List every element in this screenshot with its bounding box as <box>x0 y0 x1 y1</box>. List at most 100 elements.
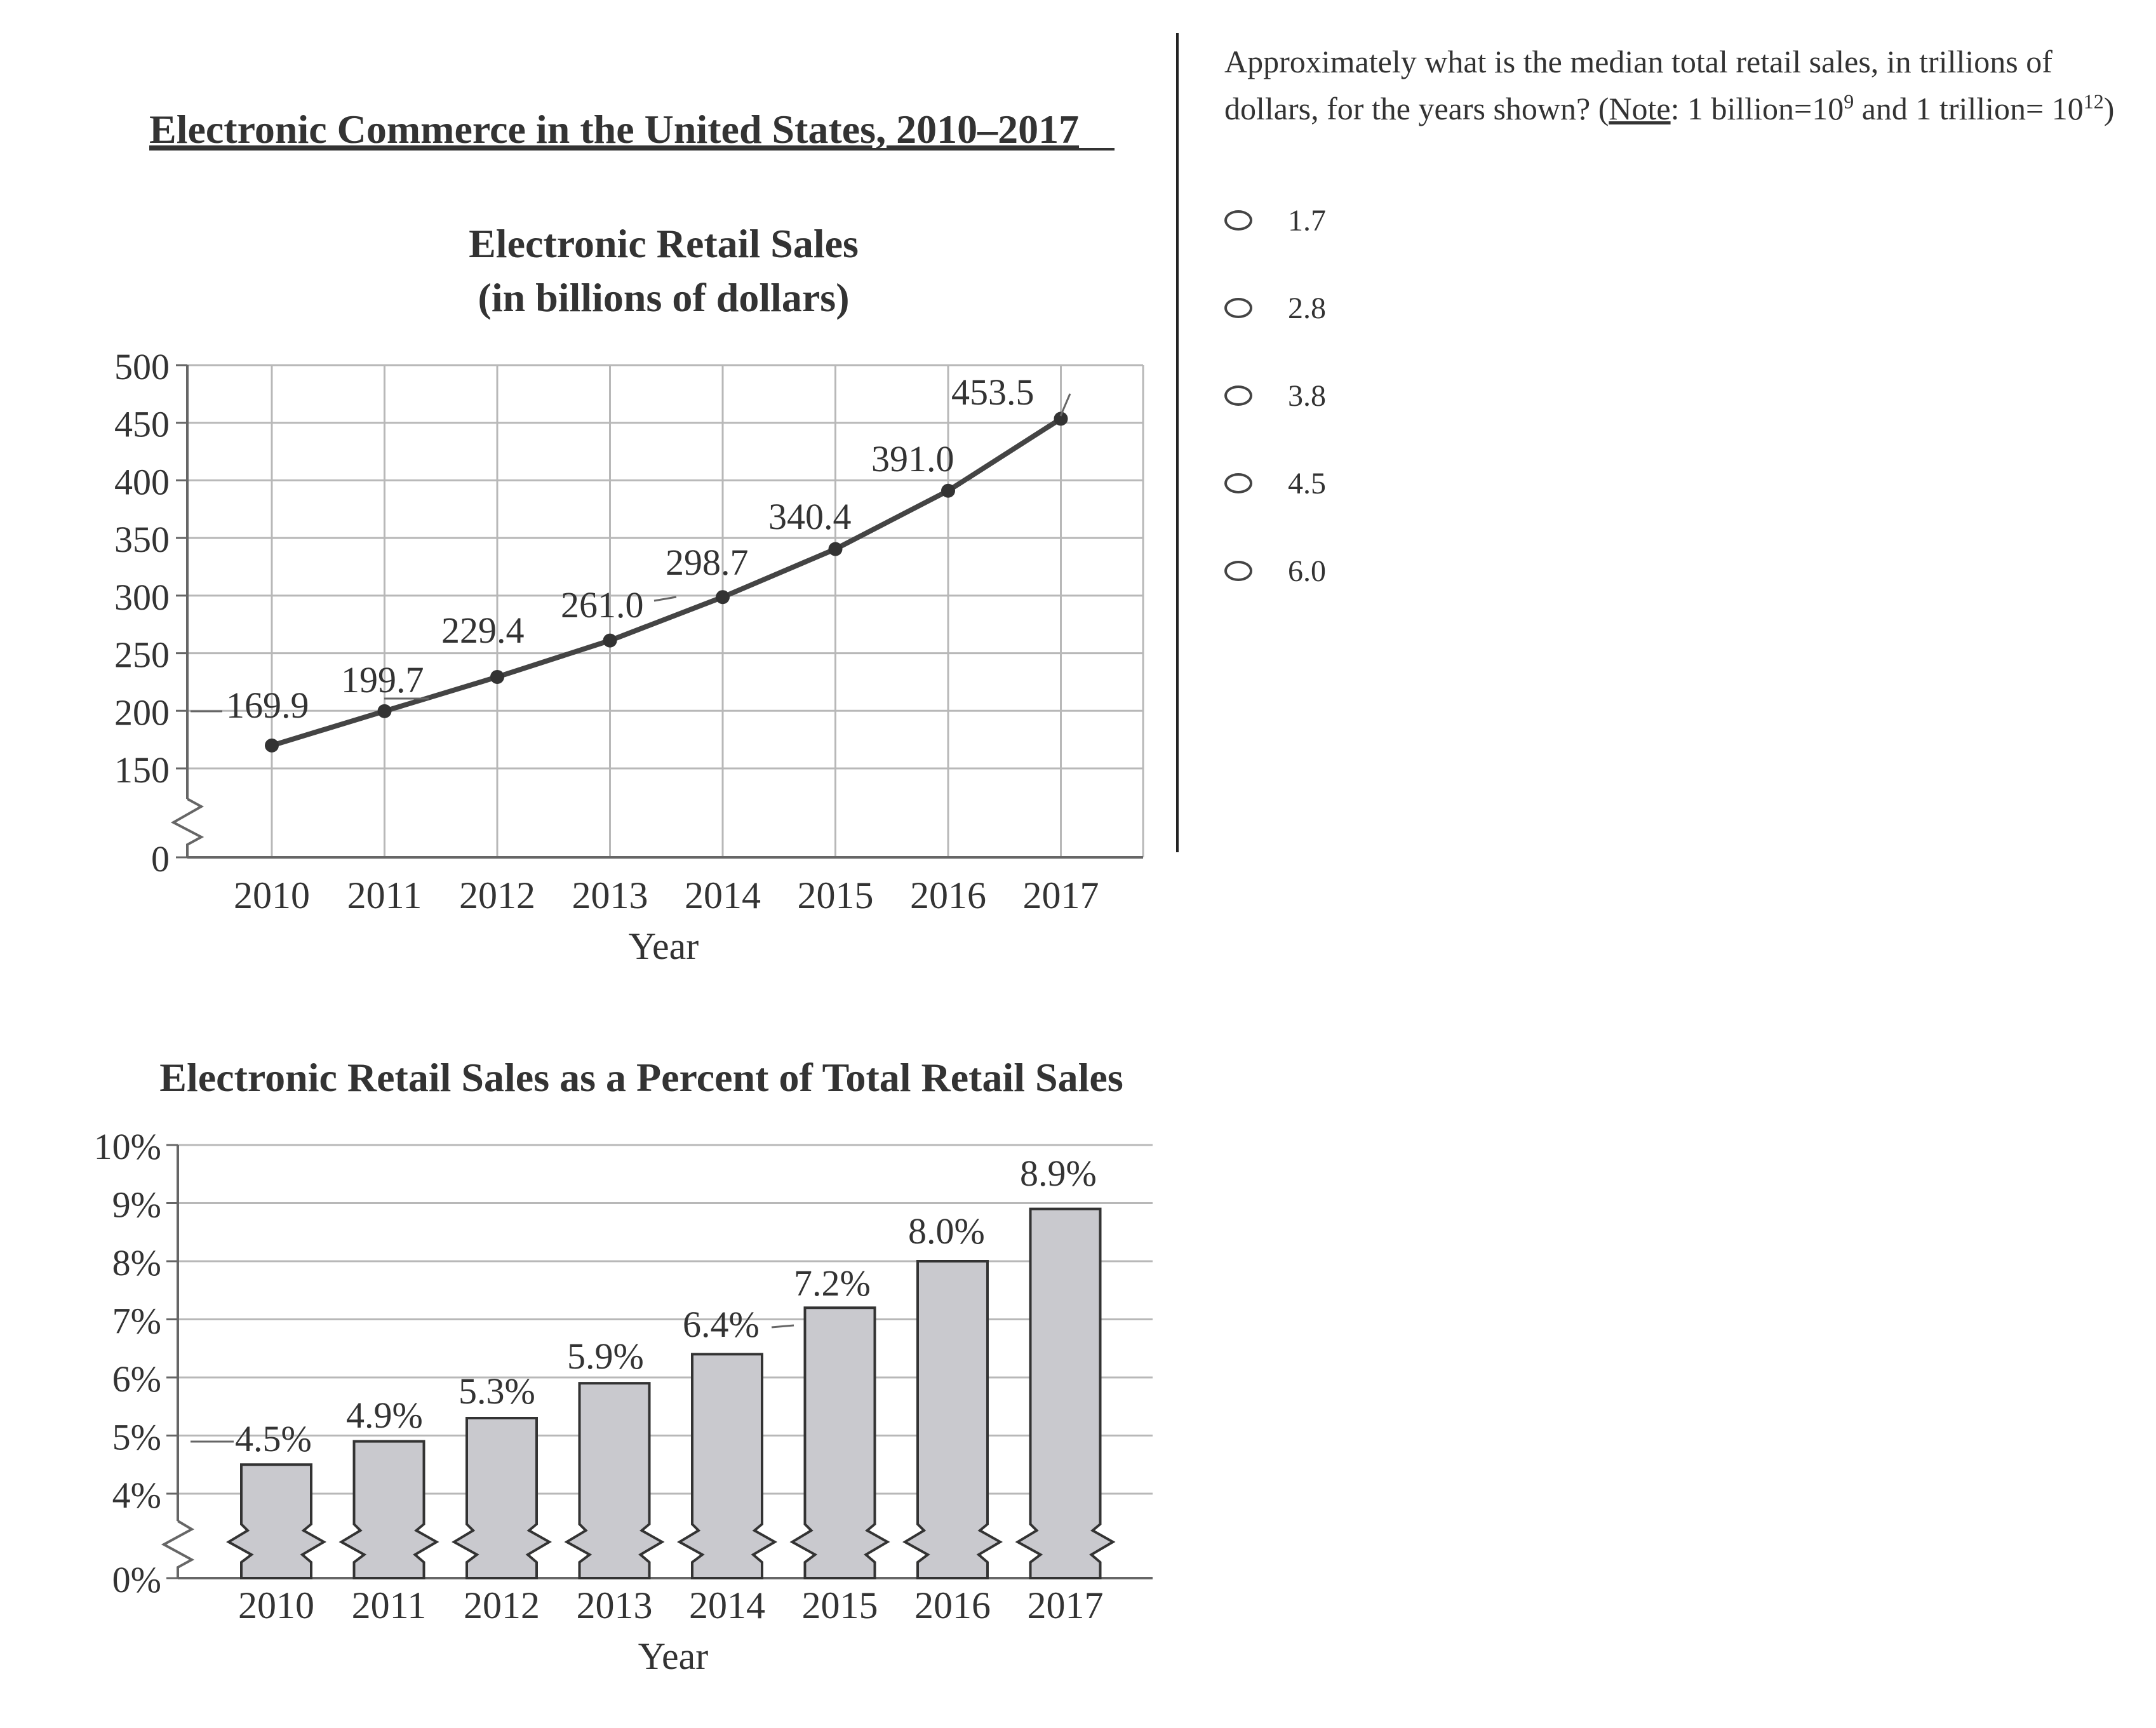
question-text-end: ) <box>2103 91 2115 126</box>
bar <box>677 1353 778 1579</box>
line-chart-xtick-label: 2013 <box>572 874 648 916</box>
bar-chart: Electronic Retail Sales as a Percent of … <box>94 1055 1153 1677</box>
line-chart-ytick-label: 300 <box>114 577 170 618</box>
bar-chart-xtick-label: 2014 <box>689 1584 765 1626</box>
line-chart-xtick-label: 2011 <box>347 874 422 916</box>
choice-2-8[interactable]: 2.8 <box>1224 264 2126 352</box>
bar <box>902 1260 1003 1579</box>
bar-chart-ytick-label: 6% <box>112 1358 161 1400</box>
line-chart-xtick-label: 2016 <box>910 874 986 916</box>
choice-3-8[interactable]: 3.8 <box>1224 352 2126 439</box>
choice-1-7[interactable]: 1.7 <box>1224 177 2126 264</box>
bar <box>564 1382 665 1579</box>
line-chart-xtick-label: 2014 <box>685 874 761 916</box>
data-point <box>1054 412 1068 426</box>
data-label: 7.2% <box>794 1263 871 1304</box>
bar-chart-ytick-label: 10% <box>94 1126 161 1167</box>
line-chart-title: Electronic Retail Sales <box>469 221 859 266</box>
series-line <box>271 416 1062 748</box>
bar-chart-axis-break <box>161 1520 195 1578</box>
data-label: 4.5% <box>235 1418 312 1459</box>
data-label-leader <box>771 1324 794 1329</box>
radio-button[interactable] <box>1224 298 1252 318</box>
bar <box>789 1306 890 1579</box>
choice-label: 4.5 <box>1288 466 1326 500</box>
data-label: 5.3% <box>459 1370 535 1412</box>
line-chart-xlabel: Year <box>629 925 699 967</box>
data-label: 391.0 <box>871 438 954 479</box>
line-chart-ytick-label: 150 <box>114 749 170 791</box>
data-label: 453.5 <box>951 372 1034 413</box>
choice-6-0[interactable]: 6.0 <box>1224 527 2126 615</box>
radio-button[interactable] <box>1224 385 1252 406</box>
bar-chart-ytick-label: 8% <box>112 1242 161 1283</box>
choice-label: 6.0 <box>1288 554 1326 588</box>
line-chart-ytick-label: 250 <box>114 634 170 676</box>
bar-chart-xtick-label: 2011 <box>352 1584 427 1626</box>
line-chart-ytick-label: 200 <box>114 692 170 733</box>
radio-button[interactable] <box>1224 210 1252 231</box>
data-label: 6.4% <box>683 1304 760 1345</box>
line-chart-ytick-label: 350 <box>114 519 170 560</box>
bar-chart-xtick-label: 2010 <box>238 1584 314 1626</box>
line-chart-ytick-label: 0 <box>151 838 170 880</box>
data-label: 261.0 <box>561 584 644 626</box>
line-chart-xtick-label: 2015 <box>798 874 874 916</box>
line-chart-xtick-label: 2017 <box>1023 874 1099 916</box>
data-point <box>265 738 279 753</box>
answer-choices: 1.7 2.8 3.8 4.5 6.0 <box>1224 177 2126 615</box>
line-chart-axis-break <box>170 798 204 857</box>
divider-line <box>1176 33 1179 852</box>
bar-chart-ytick-label: 5% <box>112 1417 161 1458</box>
data-label: 4.9% <box>346 1395 423 1436</box>
choice-4-5[interactable]: 4.5 <box>1224 439 2126 527</box>
question-text-start: Approximately what is the median total r… <box>1224 44 2052 126</box>
data-label: 8.9% <box>1020 1153 1097 1194</box>
data-point <box>603 633 617 648</box>
data-label: 5.9% <box>567 1336 644 1377</box>
exponent-9: 9 <box>1844 90 1854 113</box>
figure-title: Electronic Commerce in the United States… <box>149 107 1079 152</box>
line-chart-ytick-label: 500 <box>114 346 170 387</box>
radio-button[interactable] <box>1224 473 1252 493</box>
choice-label: 1.7 <box>1288 203 1326 238</box>
bar-chart-xtick-label: 2016 <box>914 1584 991 1626</box>
bar-chart-ytick-label: 9% <box>112 1184 161 1226</box>
charts-figure: Electronic Commerce in the United States… <box>94 107 1153 1677</box>
bar <box>452 1417 552 1579</box>
line-chart-ytick-label: 450 <box>114 404 170 445</box>
bar-chart-ytick-label: 0% <box>112 1559 161 1600</box>
exponent-12: 12 <box>2083 90 2104 113</box>
question-text-mid1: : 1 billion=10 <box>1670 91 1844 126</box>
bar <box>226 1463 327 1579</box>
radio-button[interactable] <box>1224 561 1252 581</box>
data-label: 229.4 <box>441 610 525 651</box>
question-panel: Approximately what is the median total r… <box>1224 38 2126 615</box>
data-label-leader <box>1059 393 1071 417</box>
bar-chart-title: Electronic Retail Sales as a Percent of … <box>159 1055 1123 1100</box>
data-point <box>828 542 843 556</box>
bar-chart-xtick-label: 2015 <box>802 1584 878 1626</box>
data-point <box>377 704 392 718</box>
note-label: Note <box>1609 91 1671 126</box>
data-label: 340.4 <box>768 496 852 537</box>
data-label: 8.0% <box>908 1210 985 1252</box>
line-chart-ytick-label: 400 <box>114 461 170 502</box>
bar-chart-xlabel: Year <box>638 1635 709 1677</box>
data-point <box>490 669 504 684</box>
line-chart-subtitle: (in billions of dollars) <box>478 275 850 320</box>
line-chart: Electronic Retail Sales (in billions of d… <box>114 221 1144 967</box>
bar-chart-xtick-label: 2017 <box>1028 1584 1104 1626</box>
choice-label: 2.8 <box>1288 291 1326 325</box>
data-point <box>716 590 730 605</box>
data-label: 199.7 <box>341 659 424 700</box>
bar-chart-ytick-label: 7% <box>112 1301 161 1342</box>
choice-label: 3.8 <box>1288 378 1326 413</box>
data-label-leader <box>653 596 677 602</box>
data-label: 298.7 <box>666 542 749 583</box>
bar-chart-xtick-label: 2012 <box>464 1584 540 1626</box>
bar-chart-xtick-label: 2013 <box>577 1584 653 1626</box>
bar-chart-ytick-label: 4% <box>112 1475 161 1516</box>
bar <box>338 1440 439 1579</box>
line-chart-xtick-label: 2012 <box>459 874 535 916</box>
